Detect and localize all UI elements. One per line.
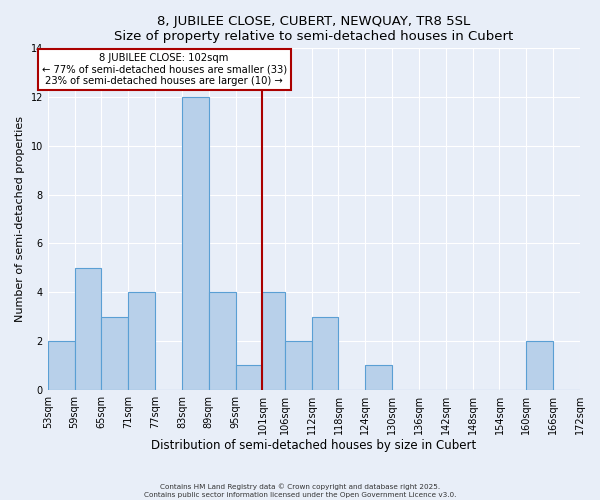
Bar [101,316,128,390]
Y-axis label: Number of semi-detached properties: Number of semi-detached properties [15,116,25,322]
Text: 8 JUBILEE CLOSE: 102sqm
← 77% of semi-detached houses are smaller (33)
23% of se: 8 JUBILEE CLOSE: 102sqm ← 77% of semi-de… [41,53,287,86]
X-axis label: Distribution of semi-detached houses by size in Cubert: Distribution of semi-detached houses by … [151,440,476,452]
Bar [526,341,553,390]
Bar [182,97,209,390]
Bar [128,292,155,390]
Bar [74,268,101,390]
Bar [365,366,392,390]
Bar [285,341,311,390]
Bar [262,292,285,390]
Bar [209,292,236,390]
Bar [48,341,74,390]
Bar [311,316,338,390]
Title: 8, JUBILEE CLOSE, CUBERT, NEWQUAY, TR8 5SL
Size of property relative to semi-det: 8, JUBILEE CLOSE, CUBERT, NEWQUAY, TR8 5… [114,15,514,43]
Bar [236,366,262,390]
Text: Contains HM Land Registry data © Crown copyright and database right 2025.
Contai: Contains HM Land Registry data © Crown c… [144,484,456,498]
